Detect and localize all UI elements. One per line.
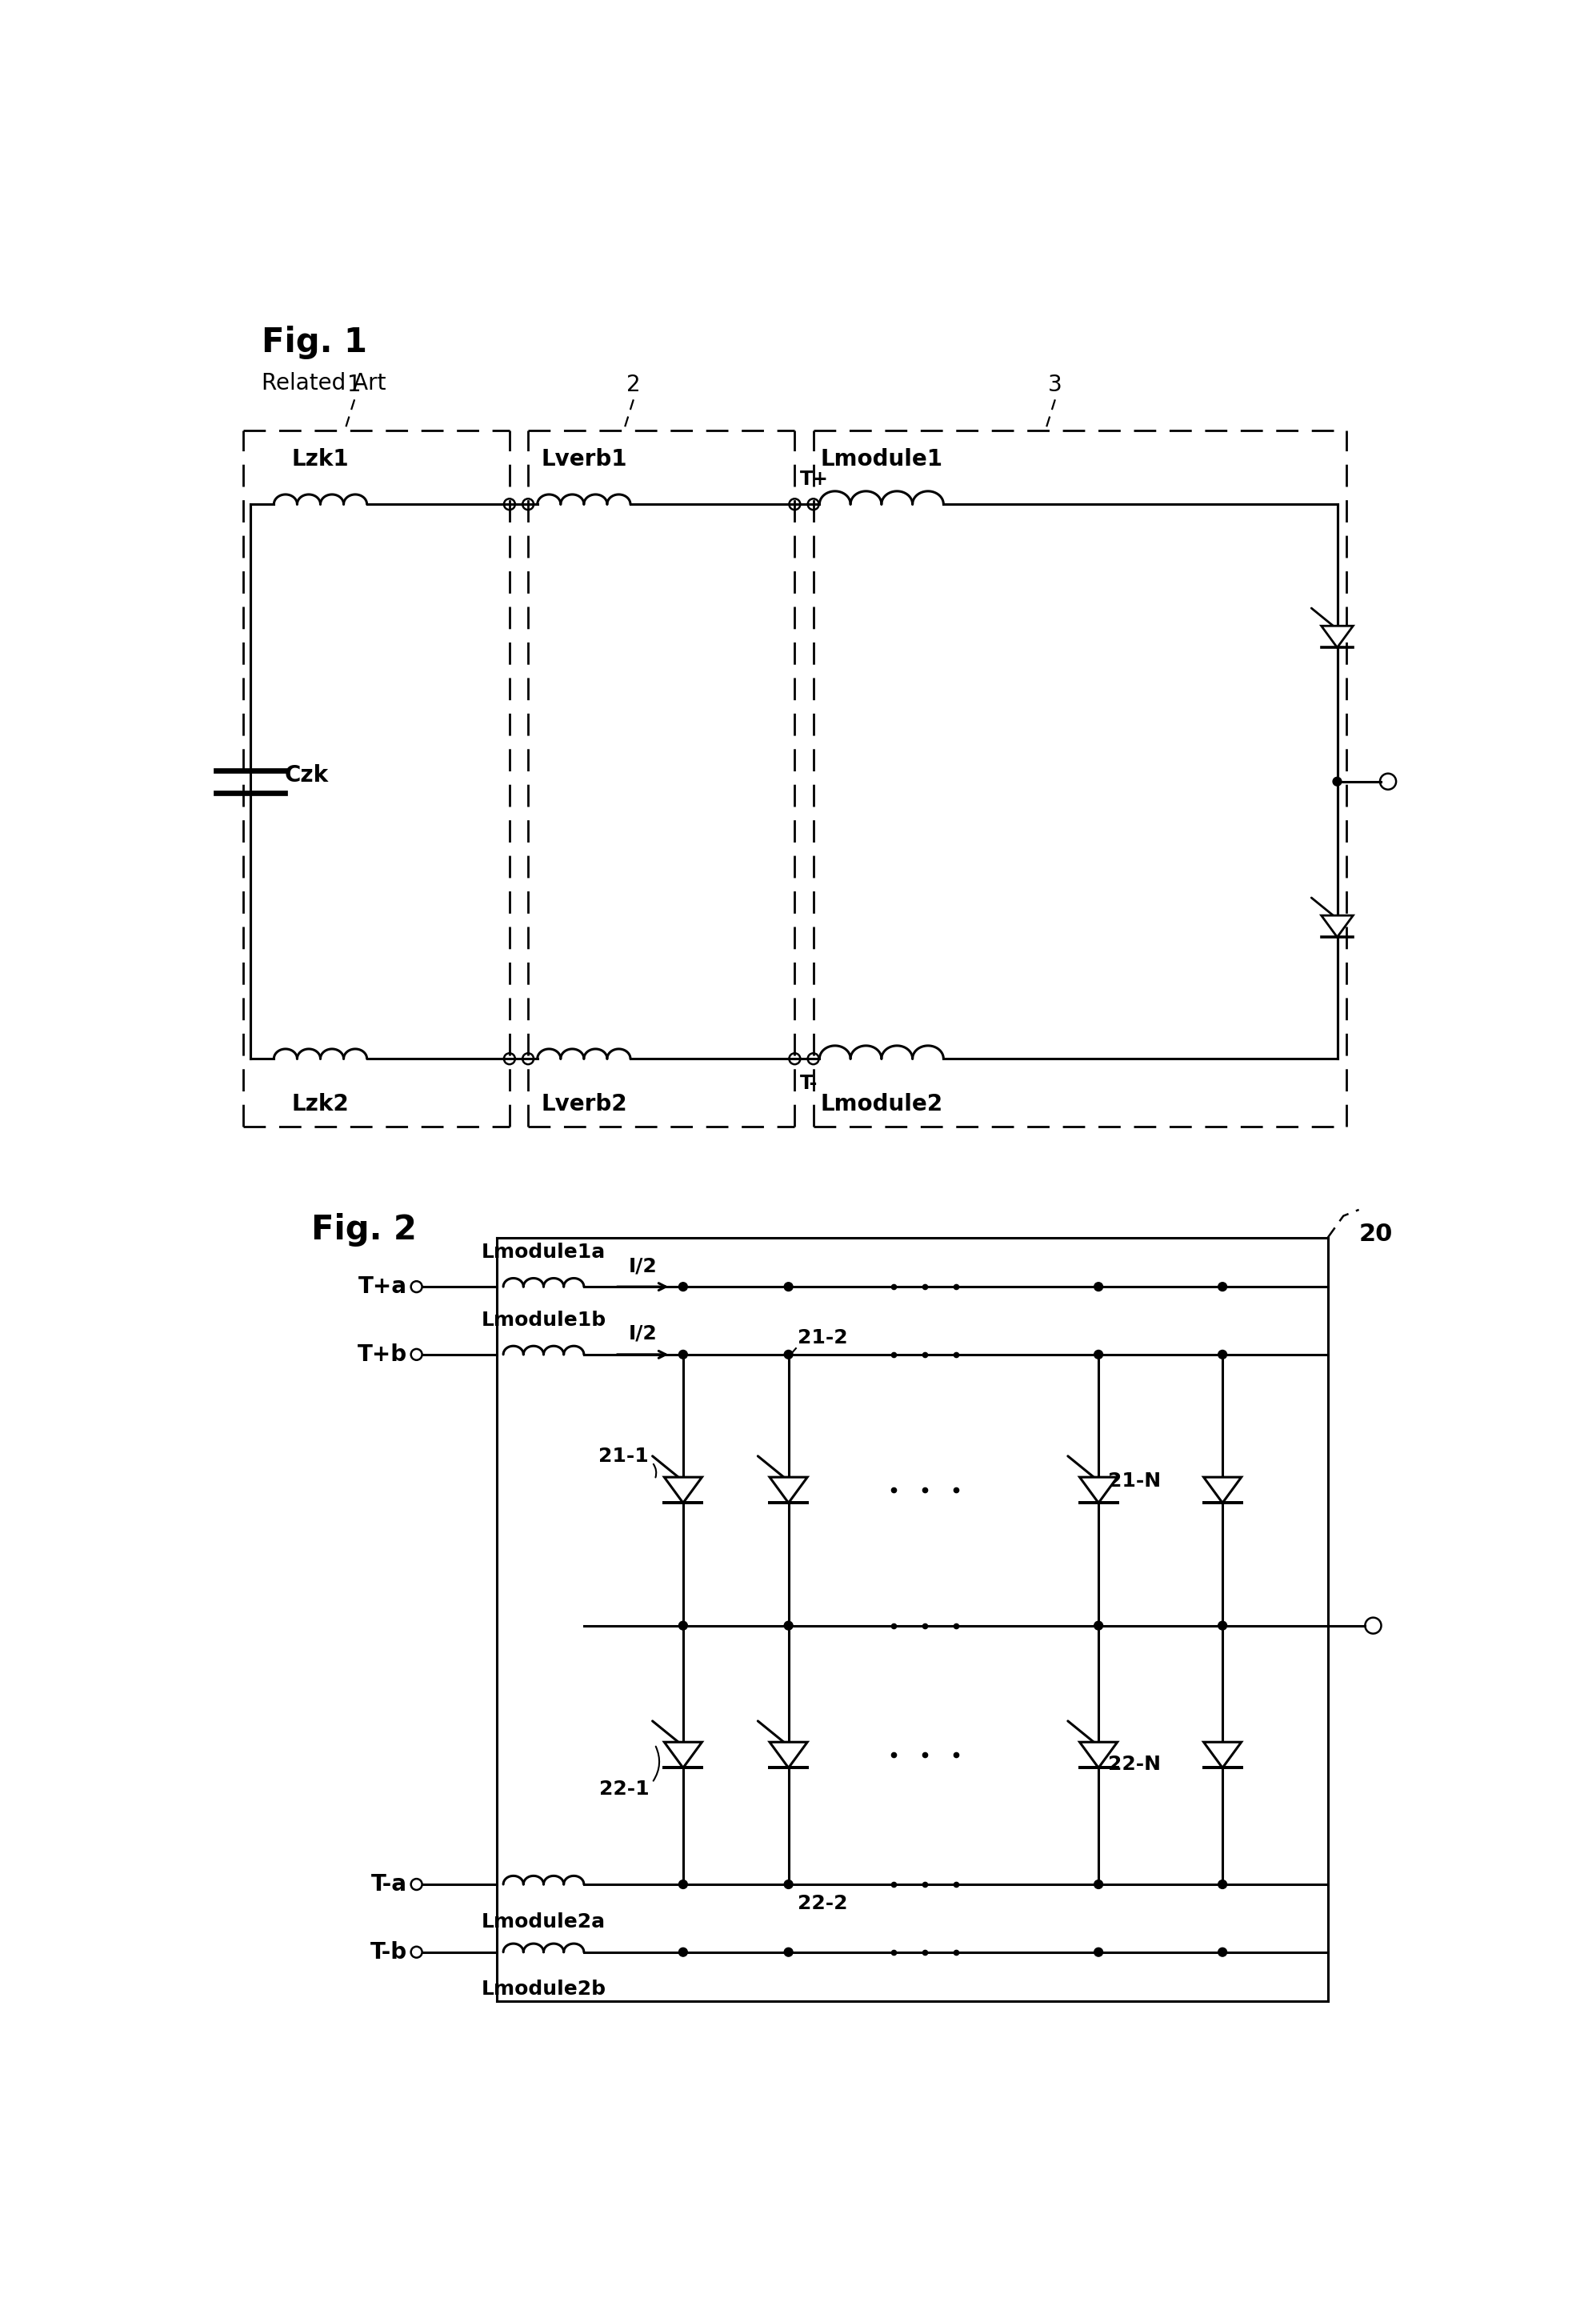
Polygon shape [769, 1743, 808, 1769]
Circle shape [678, 1620, 688, 1630]
Text: Lverb2: Lverb2 [541, 1092, 627, 1115]
Circle shape [1218, 1947, 1227, 1956]
Text: 20: 20 [1358, 1224, 1393, 1247]
Text: T+a: T+a [359, 1275, 407, 1298]
Text: Lverb1: Lverb1 [541, 447, 627, 471]
Polygon shape [1079, 1743, 1117, 1769]
Circle shape [1218, 1880, 1227, 1889]
Text: Lzk1: Lzk1 [292, 447, 350, 471]
Text: 22-N: 22-N [1108, 1755, 1160, 1773]
Text: Czk: Czk [284, 765, 329, 786]
Polygon shape [664, 1743, 702, 1769]
Circle shape [1218, 1349, 1227, 1358]
Circle shape [1218, 1282, 1227, 1291]
Circle shape [1218, 1620, 1227, 1630]
Circle shape [1095, 1282, 1103, 1291]
Text: 3: 3 [1049, 373, 1063, 396]
Text: I/2: I/2 [629, 1256, 658, 1275]
Text: T+: T+ [800, 471, 828, 489]
Text: T-a: T-a [372, 1873, 407, 1896]
Text: T-b: T-b [370, 1940, 407, 1963]
Text: Lzk2: Lzk2 [292, 1092, 350, 1115]
Circle shape [678, 1349, 688, 1358]
Circle shape [784, 1947, 793, 1956]
Text: Lmodule1a: Lmodule1a [482, 1242, 606, 1261]
Text: 21-N: 21-N [1108, 1472, 1160, 1490]
Text: 22-2: 22-2 [798, 1894, 847, 1912]
Text: 21-1: 21-1 [598, 1446, 650, 1465]
Circle shape [784, 1349, 793, 1358]
Text: Lmodule2: Lmodule2 [820, 1092, 943, 1115]
Text: Related Art: Related Art [262, 371, 386, 394]
Text: Lmodule2b: Lmodule2b [482, 1980, 606, 1998]
Text: Lmodule1b: Lmodule1b [480, 1310, 606, 1331]
Text: 22-1: 22-1 [598, 1780, 650, 1799]
Text: Lmodule1: Lmodule1 [820, 447, 943, 471]
Circle shape [1095, 1349, 1103, 1358]
Circle shape [678, 1947, 688, 1956]
Polygon shape [1203, 1743, 1242, 1769]
Circle shape [1095, 1620, 1103, 1630]
Circle shape [678, 1880, 688, 1889]
Circle shape [1095, 1880, 1103, 1889]
Circle shape [784, 1620, 793, 1630]
Text: Fig. 2: Fig. 2 [311, 1212, 417, 1247]
Text: 21-2: 21-2 [798, 1328, 847, 1347]
Text: Lmodule2a: Lmodule2a [482, 1912, 605, 1931]
Text: Fig. 1: Fig. 1 [262, 325, 367, 359]
Polygon shape [769, 1477, 808, 1502]
Polygon shape [1079, 1477, 1117, 1502]
Circle shape [678, 1282, 688, 1291]
Text: T+b: T+b [358, 1344, 407, 1365]
Circle shape [1095, 1947, 1103, 1956]
Text: 2: 2 [627, 373, 640, 396]
Polygon shape [1203, 1477, 1242, 1502]
Circle shape [1333, 777, 1342, 786]
Circle shape [784, 1282, 793, 1291]
Polygon shape [664, 1477, 702, 1502]
Text: T-: T- [800, 1073, 817, 1094]
Circle shape [784, 1880, 793, 1889]
Text: I/2: I/2 [629, 1324, 658, 1344]
Polygon shape [1321, 626, 1353, 647]
Text: 1: 1 [348, 373, 362, 396]
Polygon shape [1321, 916, 1353, 936]
